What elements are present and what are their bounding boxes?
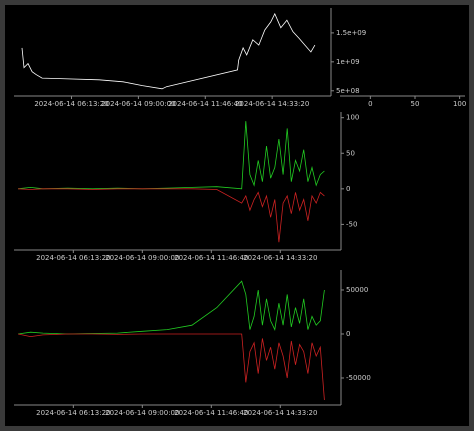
x-tick-label: 2024-06-14 06:13:20: [36, 409, 110, 417]
y-tick-label: -50000: [346, 374, 371, 382]
x-tick-label: 2024-06-14 06:13:20: [34, 100, 108, 108]
x-tick-label: 2024-06-14 11:46:40: [174, 409, 248, 417]
x-tick-label: 2024-06-14 09:00:00: [105, 409, 179, 417]
series-line: [21, 12, 316, 90]
x-tick-label: 2024-06-14 14:33:20: [243, 409, 317, 417]
x-tick-label: 2024-06-14 14:33:20: [235, 100, 309, 108]
y-tick-label: 50000: [346, 286, 368, 294]
series-line: [18, 280, 325, 335]
y-tick-label: 100: [346, 114, 359, 122]
series-line: [18, 188, 325, 243]
x-tick-label: 2024-06-14 11:46:40: [174, 254, 248, 262]
y-tick-label: 0: [346, 330, 350, 338]
x-tick-label: 2024-06-14 09:00:00: [101, 100, 175, 108]
x-tick-label: 2024-06-14 11:46:40: [168, 100, 242, 108]
y-tick-label: 0: [346, 185, 350, 193]
series-line: [18, 333, 325, 401]
x-tick-label: 2024-06-14 09:00:00: [105, 254, 179, 262]
y-tick-label: 1.5e+09: [336, 29, 366, 37]
x-tick-label: 50: [411, 100, 420, 108]
x-tick-label: 2024-06-14 06:13:20: [36, 254, 110, 262]
x-tick-label: 2024-06-14 14:33:20: [243, 254, 317, 262]
series-line: [18, 121, 325, 190]
y-tick-label: -50: [346, 220, 357, 228]
x-tick-label: 0: [368, 100, 372, 108]
y-tick-label: 5e+08: [336, 87, 360, 95]
y-tick-label: 50: [346, 149, 355, 157]
x-tick-label: 100: [453, 100, 466, 108]
y-tick-label: 1e+09: [336, 58, 360, 66]
